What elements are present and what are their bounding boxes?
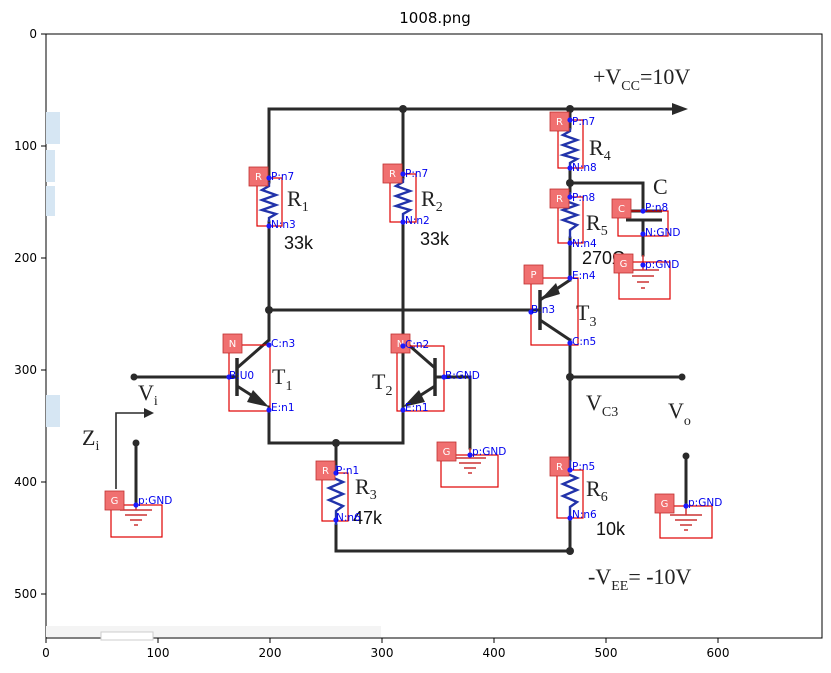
r1-value: 33k	[284, 233, 314, 253]
pin-label: P:n8	[645, 202, 668, 214]
y-axis: 0 100 200 300 400 500	[14, 27, 46, 601]
t3-label: T3	[576, 300, 596, 330]
edge-artifact	[46, 186, 55, 216]
pin-label: N:n6	[336, 512, 361, 524]
transistor-t3-symbol	[530, 278, 571, 342]
detection-badges: R R R R C G P N N G R R G G	[104, 111, 675, 514]
r6-value: 10k	[596, 519, 626, 539]
ground-symbol	[120, 505, 152, 526]
pin-label: B:U0	[229, 370, 254, 382]
class-badge: G	[661, 499, 669, 510]
figure-title: 1008.png	[399, 9, 471, 27]
class-badge: G	[443, 447, 451, 458]
image-frame	[45, 33, 823, 639]
r4-label: R4	[589, 135, 611, 164]
pin-label: P:n7	[405, 168, 428, 180]
edge-artifact	[46, 395, 60, 427]
resistor-r1-symbol	[258, 182, 280, 222]
pin-label: B:GND	[445, 370, 480, 382]
bbox-gnd	[618, 261, 671, 300]
pin-label: P:n1	[336, 465, 359, 477]
y-tick-label: 400	[14, 475, 37, 489]
class-badge: R	[322, 466, 329, 477]
circuit-wires	[115, 103, 688, 553]
pin-label: P:n7	[271, 171, 294, 183]
pin-label: p:GND	[645, 259, 679, 271]
x-tick-label: 500	[595, 646, 618, 660]
class-badge: R	[556, 194, 563, 205]
pin-label: N:GND	[645, 227, 680, 239]
class-badge: P	[530, 270, 536, 281]
edge-artifact	[46, 150, 55, 182]
x-tick-label: 600	[707, 646, 730, 660]
pin-label: B:n3	[531, 304, 555, 316]
y-tick-label: 300	[14, 363, 37, 377]
r6-label: R6	[586, 476, 608, 505]
pin-label: N:n6	[572, 509, 597, 521]
r2-label: R2	[421, 186, 443, 215]
edge-artifact	[46, 112, 60, 144]
class-badge: N	[397, 339, 404, 350]
capacitor-label: C	[653, 174, 668, 199]
pin-label: p:GND	[688, 497, 722, 509]
class-badge: G	[620, 259, 628, 270]
x-tick-label: 400	[483, 646, 506, 660]
pin-label: P:n8	[572, 192, 595, 204]
pin-label: p:GND	[472, 446, 506, 458]
y-tick-label: 200	[14, 251, 37, 265]
resistor-r4-symbol	[559, 128, 581, 168]
y-tick-label: 100	[14, 139, 37, 153]
pin-label: C:n5	[572, 336, 596, 348]
r3-label: R3	[355, 474, 377, 503]
x-tick-label: 200	[259, 646, 282, 660]
pin-label: P:n7	[572, 116, 595, 128]
class-badge: G	[111, 496, 119, 507]
pin-label: E:n1	[271, 402, 295, 414]
junction-dots	[130, 105, 690, 555]
pin-label: P:n5	[572, 461, 595, 473]
x-axis: 0 100 200 300 400 500 600	[42, 638, 729, 660]
vc3-label: VC3	[586, 390, 618, 420]
vo-label: Vo	[668, 398, 691, 429]
pin-label: E:n4	[572, 270, 596, 282]
class-badge: C	[618, 204, 625, 215]
resistor-r2-symbol	[392, 178, 414, 222]
pin-label: C:n2	[405, 339, 429, 351]
class-badge: R	[389, 169, 396, 180]
vi-label: Vi	[138, 380, 158, 409]
class-badge: N	[229, 339, 236, 350]
pin-label: N:n3	[271, 219, 296, 231]
pin-label: C:n3	[271, 338, 295, 350]
class-badge: R	[556, 462, 563, 473]
pin-label: N:n2	[405, 215, 430, 227]
x-tick-label: 300	[371, 646, 394, 660]
edge-artifact	[100, 631, 154, 641]
transistor-t1-symbol	[226, 338, 270, 407]
pin-label: N:n8	[572, 162, 597, 174]
vee-label: -VEE= -10V	[588, 564, 692, 594]
x-tick-label: 0	[42, 646, 50, 660]
pin-label: E:n1	[405, 402, 429, 414]
pin-label: p:GND	[138, 495, 172, 507]
y-tick-label: 500	[14, 587, 37, 601]
t2-label: T2	[372, 369, 392, 399]
r1-label: R1	[287, 186, 309, 215]
class-badge: R	[255, 172, 262, 183]
r2-value: 33k	[420, 229, 450, 249]
pin-markers: P:n7 N:n3 P:n7 N:n2 P:n7 N:n8 P:n8 N:n4 …	[133, 116, 722, 524]
vcc-label: +VCC=10V	[593, 64, 690, 94]
edge-artifact	[46, 626, 381, 637]
t1-label: T1	[272, 364, 292, 394]
pin-label: N:n4	[572, 238, 597, 250]
x-tick-label: 100	[147, 646, 170, 660]
r3-value: 47k	[353, 508, 383, 528]
class-badge: R	[556, 117, 563, 128]
r5-label: R5	[586, 210, 608, 239]
zi-label: Zi	[82, 425, 99, 454]
y-tick-label: 0	[29, 27, 37, 41]
